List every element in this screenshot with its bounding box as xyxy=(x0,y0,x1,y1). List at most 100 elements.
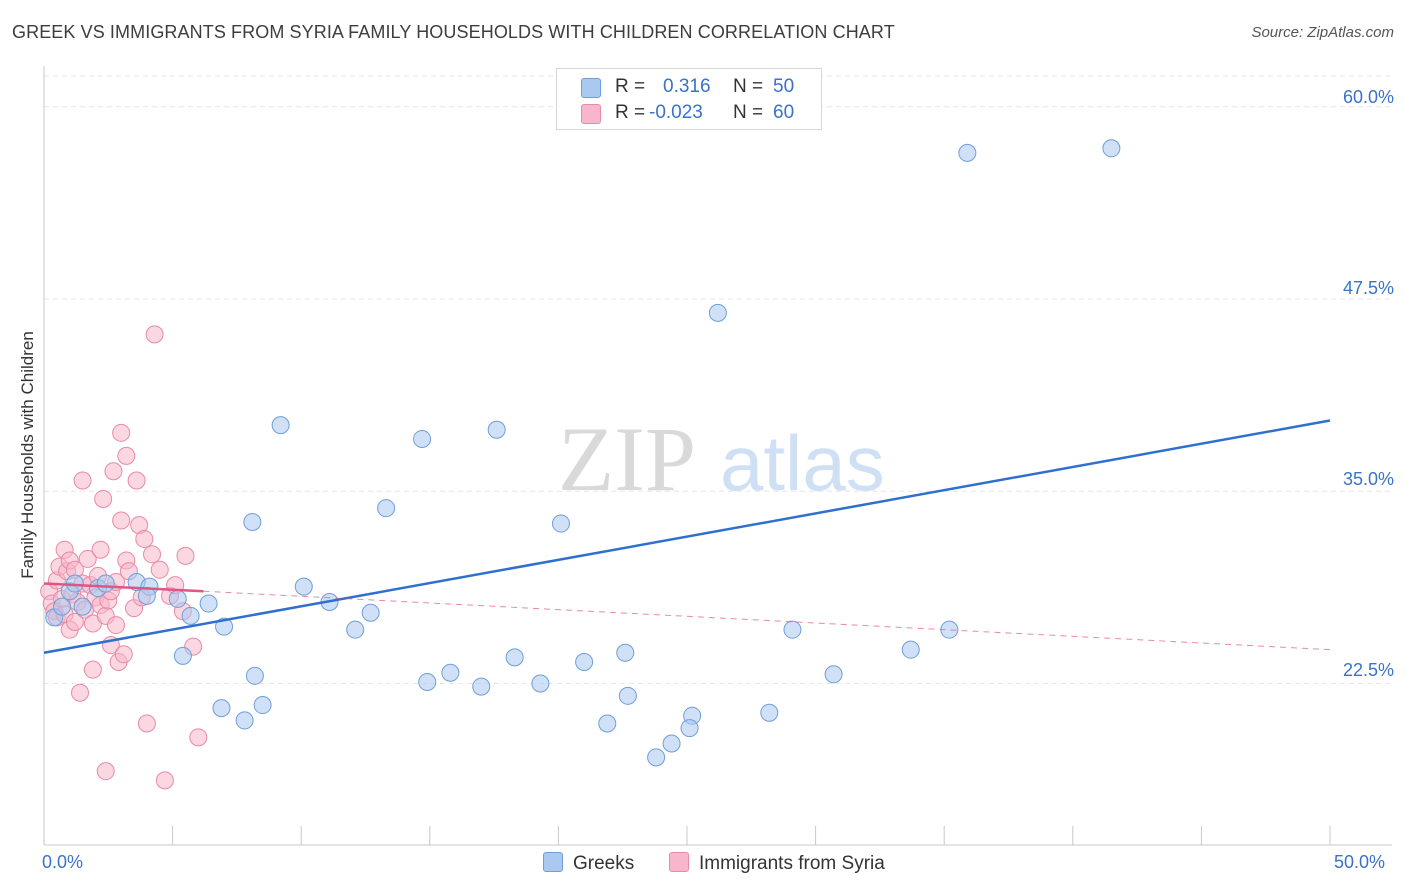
legend-n-label: N = xyxy=(733,76,764,97)
greek-point xyxy=(441,663,460,682)
greek-point xyxy=(551,514,570,533)
greek-point xyxy=(245,666,264,685)
syria-point xyxy=(73,471,92,490)
greek-point xyxy=(235,711,254,730)
greek-point xyxy=(181,606,200,625)
syria-point xyxy=(189,728,208,747)
syria-legend-swatch xyxy=(669,852,689,872)
syria-point xyxy=(112,511,131,530)
syria-point xyxy=(104,462,123,481)
greek-point xyxy=(377,499,396,518)
watermark: ZIP atlas xyxy=(558,408,885,510)
legend-r-value: 0.316 xyxy=(663,76,711,97)
greek-point xyxy=(575,652,594,671)
syria-point xyxy=(114,645,133,664)
greeks-swatch xyxy=(581,78,601,98)
greek-point xyxy=(53,597,72,616)
y-tick-label: 60.0% xyxy=(1342,87,1394,107)
greeks-legend-swatch xyxy=(543,852,563,872)
syria-point xyxy=(137,714,156,733)
greek-point xyxy=(173,646,192,665)
greek-point xyxy=(783,620,802,639)
bottom-legend-syria: Immigrants from Syria xyxy=(669,852,885,875)
syria-point xyxy=(65,612,84,631)
legend-row-greeks: R = 0.316 N = 50 xyxy=(557,74,823,102)
syria-point xyxy=(107,616,126,635)
legend-r-label: R = xyxy=(615,102,646,123)
legend-r-label: R = xyxy=(615,76,646,97)
greek-point xyxy=(901,640,920,659)
y-tick-label: 35.0% xyxy=(1342,469,1394,489)
greeks-legend-label: Greeks xyxy=(573,853,635,874)
syria-point xyxy=(127,471,146,490)
x-tick-label: 0.0% xyxy=(42,852,84,872)
source-label: Source: ZipAtlas.com xyxy=(1251,24,1394,41)
greek-point xyxy=(662,734,681,753)
syria-points xyxy=(40,325,208,790)
chart-title: GREEK VS IMMIGRANTS FROM SYRIA FAMILY HO… xyxy=(12,22,895,42)
greek-point xyxy=(1102,139,1121,158)
greek-point xyxy=(413,429,432,448)
syria-point xyxy=(176,546,195,565)
axis-layer xyxy=(43,66,1392,846)
syria-point xyxy=(78,549,97,568)
syria-point xyxy=(91,540,110,559)
greek-point xyxy=(618,686,637,705)
syria-trend-line xyxy=(203,590,1331,651)
greek-point xyxy=(271,416,290,435)
greek-point xyxy=(253,696,272,715)
greek-point xyxy=(361,603,380,622)
x-tick-label: 50.0% xyxy=(1334,852,1386,872)
syria-legend-label: Immigrants from Syria xyxy=(699,853,885,874)
greek-point xyxy=(168,589,187,608)
greek-point xyxy=(708,303,727,322)
greek-points xyxy=(45,139,1121,767)
greek-point xyxy=(472,677,491,696)
grid-layer xyxy=(44,75,1392,685)
trend-lines xyxy=(43,419,1331,654)
syria-point xyxy=(71,683,90,702)
syria-point xyxy=(96,762,115,781)
syria-point xyxy=(150,560,169,579)
bottom-legend-greeks: Greeks xyxy=(543,852,634,875)
greek-point xyxy=(346,620,365,639)
greek-point xyxy=(958,143,977,162)
greek-point xyxy=(215,617,234,636)
greek-point xyxy=(680,719,699,738)
greek-point xyxy=(199,594,218,613)
syria-swatch xyxy=(581,104,601,124)
legend-n-value: 60 xyxy=(773,102,795,123)
greeks-trend-line xyxy=(43,419,1331,654)
greek-point xyxy=(647,748,666,767)
greek-point xyxy=(418,672,437,691)
syria-point xyxy=(83,660,102,679)
syria-point xyxy=(112,423,131,442)
greek-point xyxy=(505,648,524,667)
legend-r-value: -0.023 xyxy=(649,102,703,123)
greek-point xyxy=(616,643,635,662)
syria-point xyxy=(145,325,164,344)
y-axis-label: Family Households with Children xyxy=(18,331,37,579)
greek-point xyxy=(760,703,779,722)
greek-point xyxy=(824,665,843,684)
y-tick-label: 47.5% xyxy=(1342,278,1394,298)
syria-point xyxy=(155,771,174,790)
watermark-atlas: atlas xyxy=(720,419,885,507)
greek-point xyxy=(598,714,617,733)
greek-point xyxy=(212,699,231,718)
greek-point xyxy=(487,420,506,439)
legend-n-label: N = xyxy=(733,102,764,123)
watermark-zip: ZIP xyxy=(558,408,696,510)
syria-point xyxy=(143,545,162,564)
y-tick-label: 22.5% xyxy=(1342,660,1394,680)
syria-point xyxy=(94,489,113,508)
syria-point xyxy=(135,529,154,548)
greek-point xyxy=(531,674,550,693)
greek-point xyxy=(294,577,313,596)
stats-legend: R = 0.316 N = 50 R = -0.023 N = 60 xyxy=(556,68,822,130)
syria-point xyxy=(117,446,136,465)
legend-n-value: 50 xyxy=(773,76,795,97)
greek-point xyxy=(96,574,115,593)
greek-point xyxy=(73,597,92,616)
